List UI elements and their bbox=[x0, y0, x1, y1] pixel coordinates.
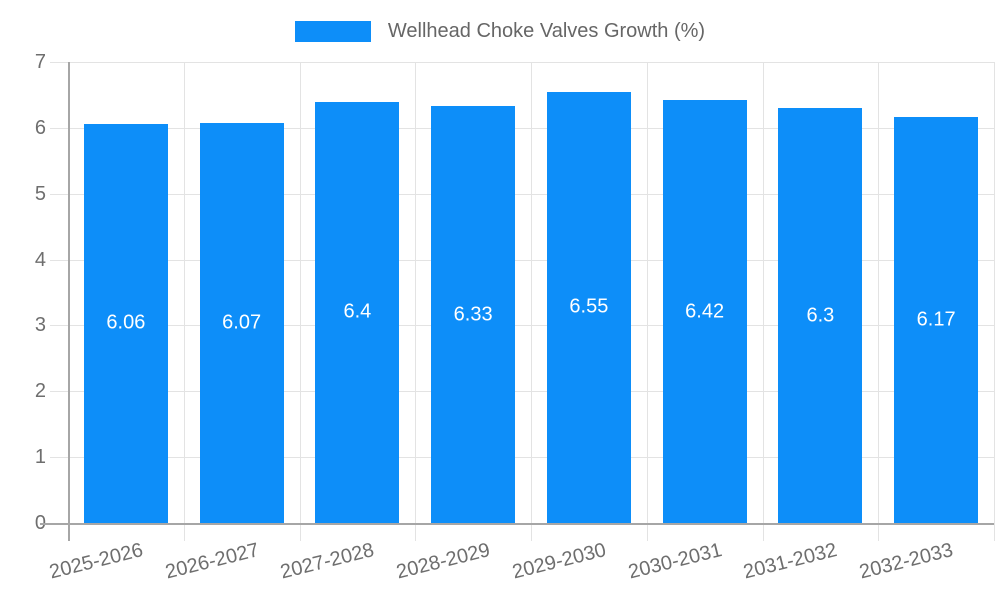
x-axis-line bbox=[40, 523, 994, 525]
bar-value-label: 6.07 bbox=[222, 311, 262, 334]
plot-area: 0 1 2 3 4 5 6 7 6.06 2025-2026 6.07 2026-2027 6.4 202… bbox=[35, 52, 995, 583]
y-tick-label: 4 bbox=[34, 248, 46, 271]
bar[interactable]: 6.42 bbox=[662, 100, 747, 523]
gridline-vertical bbox=[531, 62, 532, 541]
y-tick-label: 1 bbox=[34, 446, 46, 469]
bar[interactable]: 6.3 bbox=[778, 108, 863, 523]
gridline-vertical bbox=[299, 62, 301, 541]
gridline-vertical bbox=[878, 62, 880, 541]
bar-value-label: 6.55 bbox=[569, 295, 609, 318]
legend-swatch-icon bbox=[294, 21, 371, 42]
x-tick-label: 2025-2026 bbox=[47, 539, 146, 584]
bar[interactable]: 6.06 bbox=[83, 123, 168, 523]
y-tick-label: 3 bbox=[34, 314, 46, 337]
gridline-horizontal bbox=[50, 127, 994, 129]
gridline-vertical bbox=[415, 62, 417, 541]
bar[interactable]: 6.33 bbox=[431, 106, 516, 523]
gridline-horizontal bbox=[50, 62, 994, 63]
y-axis-line bbox=[68, 62, 70, 541]
gridline-horizontal bbox=[50, 457, 994, 459]
gridline-horizontal bbox=[50, 259, 994, 261]
gridline-vertical bbox=[183, 62, 185, 541]
bar[interactable]: 6.07 bbox=[199, 123, 284, 523]
y-tick-label: 5 bbox=[34, 182, 46, 205]
gridline-horizontal bbox=[50, 193, 994, 195]
gridline-vertical bbox=[646, 62, 648, 541]
x-tick-wrap: 2032-2033 bbox=[857, 539, 1000, 583]
bar[interactable]: 6.17 bbox=[894, 116, 979, 523]
chart-legend: Wellhead Choke Valves Growth (%) bbox=[0, 20, 1000, 43]
bar-value-label: 6.17 bbox=[916, 308, 956, 331]
bar-value-label: 6.4 bbox=[343, 300, 372, 323]
bar-value-label: 6.33 bbox=[453, 303, 493, 326]
bar-value-label: 6.42 bbox=[685, 300, 725, 323]
y-tick-label: 6 bbox=[34, 116, 46, 139]
bar-value-label: 6.06 bbox=[106, 311, 146, 334]
bar[interactable]: 6.55 bbox=[546, 91, 631, 523]
bar-value-label: 6.3 bbox=[806, 304, 835, 327]
gridline-vertical bbox=[994, 62, 995, 541]
legend-item[interactable]: Wellhead Choke Valves Growth (%) bbox=[294, 20, 706, 43]
gridline-vertical bbox=[762, 62, 764, 541]
gridline-horizontal bbox=[50, 325, 994, 327]
legend-label: Wellhead Choke Valves Growth (%) bbox=[387, 20, 706, 42]
y-tick-label: 7 bbox=[34, 51, 46, 73]
gridline-horizontal bbox=[50, 391, 994, 393]
y-tick-label: 2 bbox=[34, 380, 46, 403]
bar[interactable]: 6.4 bbox=[315, 101, 400, 523]
